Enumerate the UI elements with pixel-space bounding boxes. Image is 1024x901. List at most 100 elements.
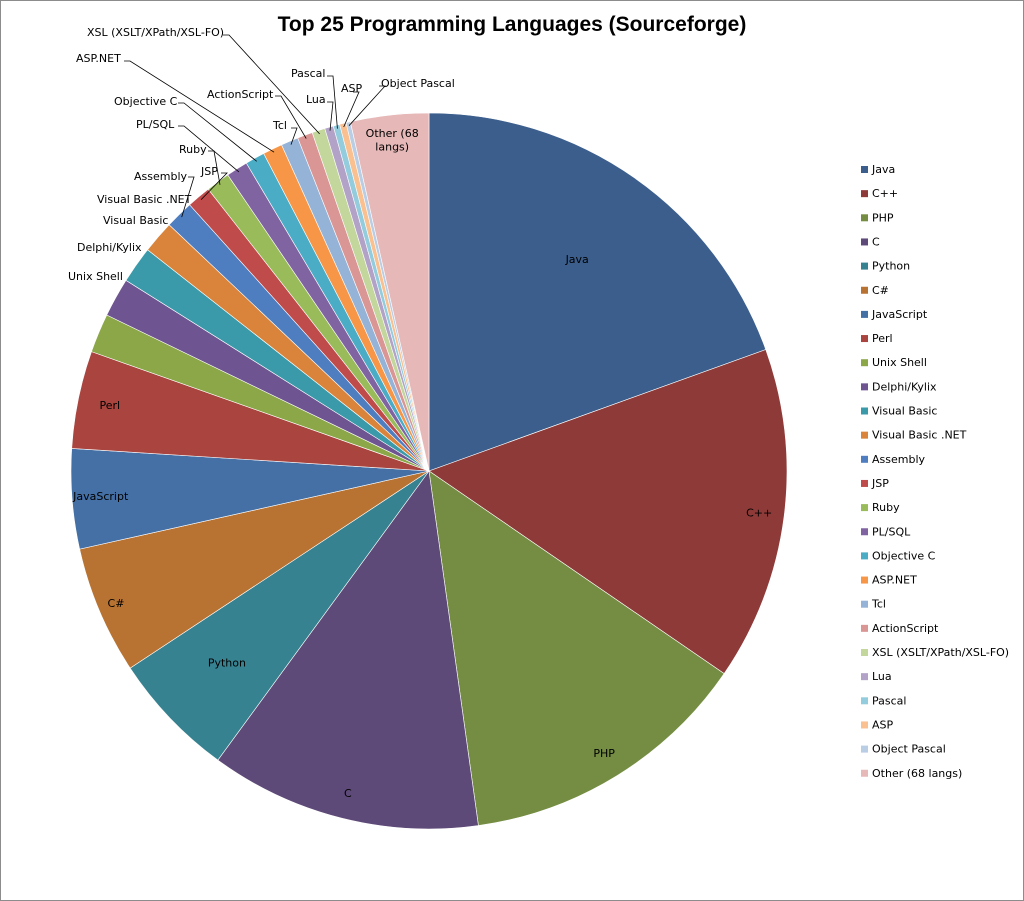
legend-swatch-java bbox=[861, 166, 868, 173]
legend-label-lua: Lua bbox=[872, 670, 892, 683]
leader-line-pl-sql bbox=[178, 125, 240, 173]
data-label-lua: Lua bbox=[306, 93, 326, 106]
legend-label-asp-net: ASP.NET bbox=[872, 574, 917, 587]
data-label-visual-basic: Visual Basic bbox=[103, 214, 168, 227]
legend-label-other-68-langs: Other (68 langs) bbox=[872, 767, 962, 780]
legend-swatch-perl bbox=[861, 335, 868, 343]
legend-label-c: C# bbox=[872, 284, 889, 297]
legend-swatch-visual-basic bbox=[861, 407, 868, 415]
legend-item-ruby: Ruby bbox=[861, 501, 900, 514]
data-label-other-68-langs: Other (68 langs) bbox=[366, 127, 419, 153]
legend-item-tcl: Tcl bbox=[861, 598, 886, 611]
leader-line-objective-c bbox=[178, 102, 257, 162]
data-label-pascal: Pascal bbox=[291, 67, 325, 80]
leader-line-lua bbox=[327, 101, 334, 131]
legend-swatch-php bbox=[861, 214, 868, 222]
data-label-jsp: JSP bbox=[200, 165, 218, 178]
data-label-javascript: JavaScript bbox=[72, 490, 129, 503]
pie-slices bbox=[70, 112, 788, 830]
legend-item-other-68-langs: Other (68 langs) bbox=[861, 767, 962, 780]
legend-label-c: C++ bbox=[872, 187, 898, 200]
pie-slice-python bbox=[129, 470, 430, 761]
data-label-python: Python bbox=[208, 657, 246, 670]
leader-line-actionscript bbox=[275, 95, 307, 139]
legend-swatch-unix-shell bbox=[861, 359, 868, 367]
legend-item-assembly: Assembly bbox=[861, 453, 926, 466]
leader-line-object-pascal bbox=[348, 85, 386, 126]
legend-swatch-tcl bbox=[861, 600, 868, 608]
legend-label-tcl: Tcl bbox=[871, 598, 886, 611]
legend-item-javascript: JavaScript bbox=[861, 308, 928, 321]
legend-swatch-c bbox=[861, 238, 868, 246]
legend-label-actionscript: ActionScript bbox=[872, 622, 939, 635]
legend-swatch-xsl-xslt-xpath-xsl-fo bbox=[861, 649, 868, 656]
legend-label-asp: ASP bbox=[872, 718, 894, 731]
leader-line-asp bbox=[343, 91, 360, 128]
legend-swatch-delphi-kylix bbox=[861, 383, 868, 391]
legend-label-visual-basic: Visual Basic bbox=[872, 405, 937, 418]
leader-lines bbox=[124, 34, 386, 218]
legend: Java C++ PHP C Python C# JavaScript Perl Unix Sh… bbox=[861, 163, 1009, 780]
legend-swatch-object-pascal bbox=[861, 745, 868, 753]
legend-item-asp: ASP bbox=[861, 718, 894, 731]
legend-label-php: PHP bbox=[872, 211, 894, 224]
data-label-c: C++ bbox=[746, 506, 772, 519]
data-label-assembly: Assembly bbox=[134, 170, 188, 183]
legend-label-assembly: Assembly bbox=[872, 453, 926, 466]
legend-item-actionscript: ActionScript bbox=[861, 622, 939, 635]
legend-swatch-python bbox=[861, 262, 868, 270]
data-label-pl-sql: PL/SQL bbox=[136, 118, 175, 131]
legend-label-objective-c: Objective C bbox=[872, 549, 936, 562]
legend-label-unix-shell: Unix Shell bbox=[872, 356, 927, 369]
pie-slice-c bbox=[217, 470, 479, 830]
data-label-visual-basic-net: Visual Basic .NET bbox=[97, 193, 192, 206]
legend-item-visual-basic: Visual Basic bbox=[861, 405, 937, 418]
legend-label-javascript: JavaScript bbox=[871, 308, 928, 321]
legend-item-objective-c: Objective C bbox=[861, 549, 936, 562]
legend-item-delphi-kylix: Delphi/Kylix bbox=[861, 380, 937, 393]
pie-slice-c bbox=[79, 470, 430, 669]
data-label-c: C bbox=[344, 787, 352, 800]
leader-line-tcl bbox=[290, 127, 298, 145]
legend-label-java: Java bbox=[871, 163, 895, 176]
pie-slice-other-68-langs bbox=[349, 112, 430, 472]
legend-item-java: Java bbox=[861, 163, 895, 176]
data-label-tcl: Tcl bbox=[272, 119, 287, 132]
legend-label-visual-basic-net: Visual Basic .NET bbox=[872, 429, 967, 442]
legend-item-php: PHP bbox=[861, 211, 894, 224]
legend-item-c: C bbox=[861, 235, 880, 248]
legend-item-perl: Perl bbox=[861, 332, 893, 345]
legend-swatch-other-68-langs bbox=[861, 769, 868, 777]
legend-item-unix-shell: Unix Shell bbox=[861, 356, 927, 369]
legend-label-pascal: Pascal bbox=[872, 694, 906, 707]
leader-line-xsl-xslt-xpath-xsl-fo bbox=[223, 34, 320, 135]
legend-swatch-visual-basic-net bbox=[861, 431, 868, 439]
leader-line-asp-net bbox=[124, 60, 275, 153]
legend-label-delphi-kylix: Delphi/Kylix bbox=[872, 380, 937, 393]
legend-item-c: C++ bbox=[861, 187, 898, 200]
legend-item-pl-sql: PL/SQL bbox=[861, 525, 911, 538]
pie-slice-php bbox=[428, 470, 725, 826]
data-label-ruby: Ruby bbox=[179, 143, 207, 156]
legend-swatch-jsp bbox=[861, 479, 868, 487]
leader-line-pascal bbox=[327, 75, 338, 129]
legend-item-c: C# bbox=[861, 284, 889, 297]
legend-swatch-pascal bbox=[861, 697, 868, 705]
legend-swatch-c bbox=[861, 286, 868, 294]
legend-item-python: Python bbox=[861, 260, 910, 273]
data-label-unix-shell: Unix Shell bbox=[68, 270, 123, 283]
data-label-object-pascal: Object Pascal bbox=[381, 77, 455, 90]
legend-swatch-asp bbox=[861, 721, 868, 729]
legend-swatch-pl-sql bbox=[861, 528, 868, 536]
legend-item-visual-basic-net: Visual Basic .NET bbox=[861, 429, 967, 442]
legend-swatch-ruby bbox=[861, 504, 868, 512]
legend-item-pascal: Pascal bbox=[861, 694, 906, 707]
legend-label-object-pascal: Object Pascal bbox=[872, 743, 946, 756]
legend-swatch-javascript bbox=[861, 310, 868, 318]
pie-slice-c bbox=[428, 349, 788, 675]
data-label-xsl-xslt-xpath-xsl-fo: XSL (XSLT/XPath/XSL-FO) bbox=[87, 26, 224, 39]
legend-swatch-assembly bbox=[861, 455, 868, 463]
legend-label-python: Python bbox=[872, 260, 910, 273]
